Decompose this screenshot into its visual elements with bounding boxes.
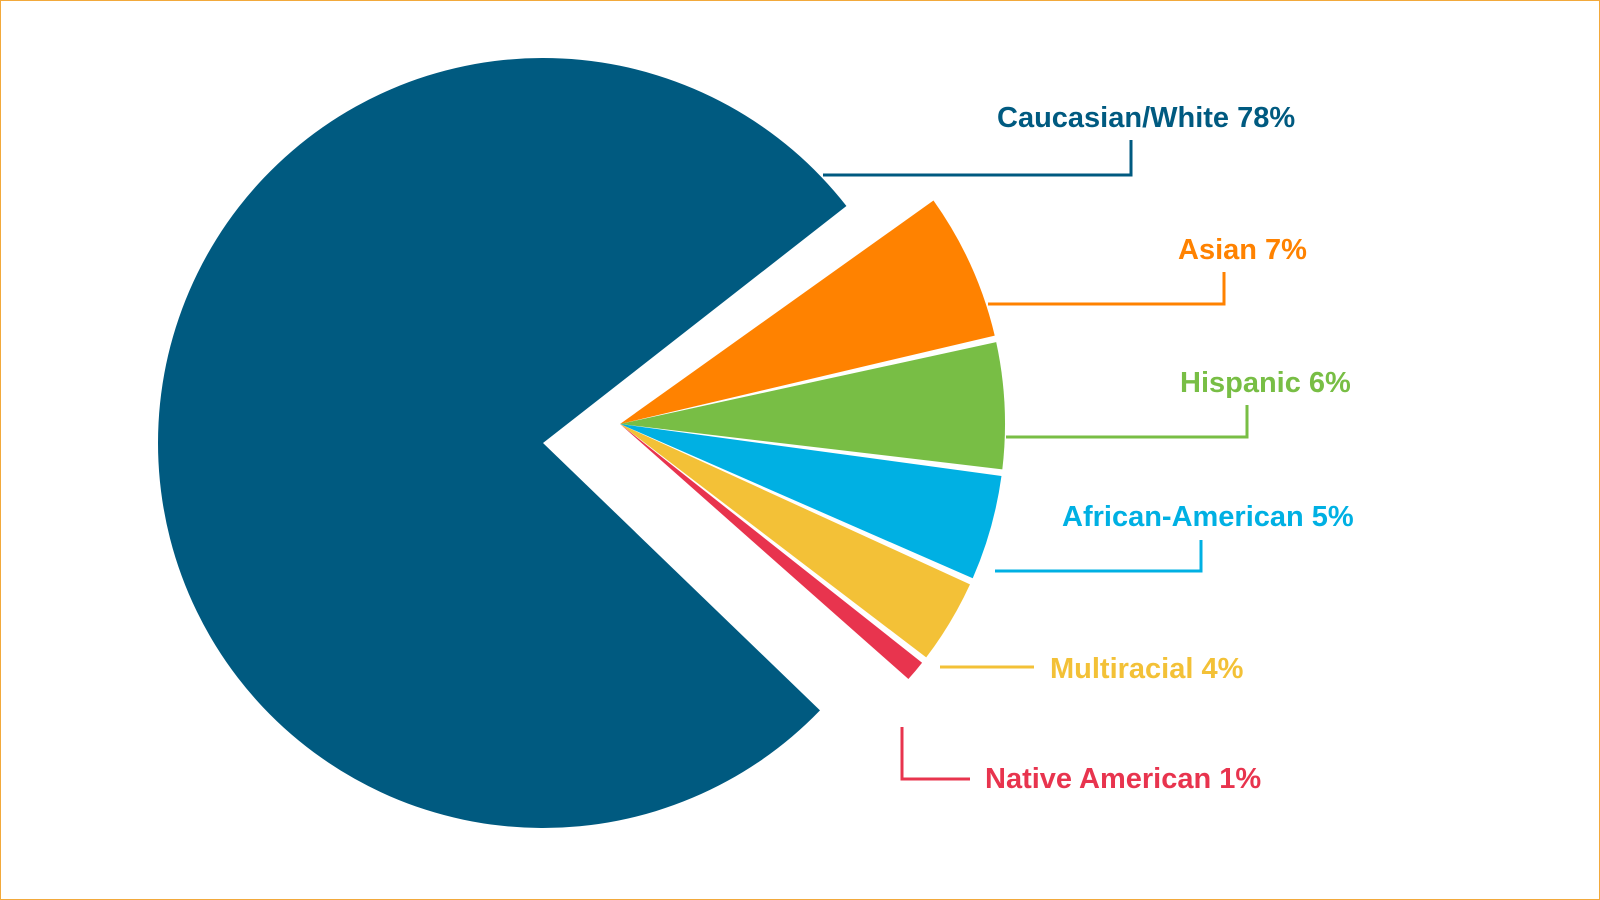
label-native-american: Native American 1% <box>985 763 1261 795</box>
leader-line-african-american <box>995 540 1203 573</box>
leader-line-asian <box>988 272 1226 306</box>
label-multiracial: Multiracial 4% <box>1050 653 1244 685</box>
pie-slices <box>158 57 1005 828</box>
slice-labels: Caucasian/White 78% Asian 7% Hispanic 6% Af… <box>985 102 1354 795</box>
slice-african-american <box>620 424 1002 579</box>
label-asian: Asian 7% <box>1178 234 1307 266</box>
label-leader-lines <box>823 140 1249 781</box>
label-hispanic: Hispanic 6% <box>1180 367 1351 399</box>
label-african-american: African-American 5% <box>1062 501 1354 533</box>
slice-hispanic <box>620 342 1005 470</box>
slice-caucasian-white <box>158 57 847 828</box>
leader-line-native-american <box>900 727 970 781</box>
slice-asian <box>620 200 995 424</box>
slice-native-american <box>620 424 923 680</box>
slice-multiracial <box>620 424 970 658</box>
label-caucasian-white: Caucasian/White 78% <box>997 102 1295 134</box>
leader-line-hispanic <box>1006 405 1249 439</box>
leader-line-caucasian-white <box>823 140 1133 177</box>
